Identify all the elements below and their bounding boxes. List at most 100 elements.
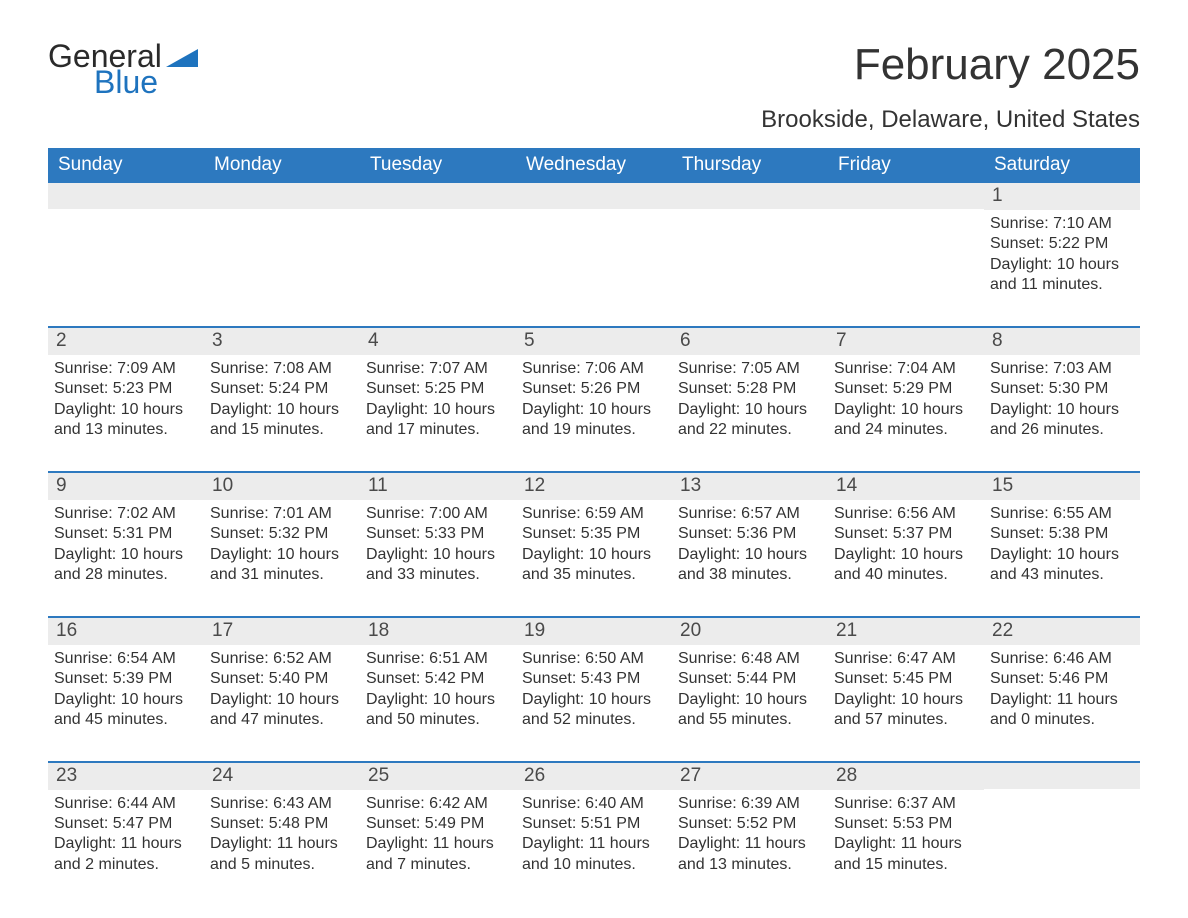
day-body: Sunrise: 6:55 AMSunset: 5:38 PMDaylight:… [990,504,1132,586]
weekday-header: Thursday [672,148,828,183]
day-number: 18 [360,618,516,645]
day-body: Sunrise: 7:02 AMSunset: 5:31 PMDaylight:… [54,504,196,586]
sunrise-text: Sunrise: 6:37 AM [834,794,976,814]
daylight-text: Daylight: 10 hours and 19 minutes. [522,400,664,441]
calendar-day: 25 Sunrise: 6:42 AMSunset: 5:49 PMDayligh… [360,763,516,882]
calendar-day: 16Sunrise: 6:54 AMSunset: 5:39 PMDayligh… [48,618,204,737]
calendar-day [360,183,516,302]
day-body: Sunrise: 6:46 AMSunset: 5:46 PMDaylight:… [990,649,1132,731]
calendar-day: 13 Sunrise: 6:57 AMSunset: 5:36 PMDayligh… [672,473,828,592]
sunrise-text: Sunrise: 6:44 AM [54,794,196,814]
calendar-week: 16Sunrise: 6:54 AMSunset: 5:39 PMDayligh… [48,616,1140,737]
day-number: 28 [828,763,984,790]
calendar-day: 14Sunrise: 6:56 AMSunset: 5:37 PMDayligh… [828,473,984,592]
day-body: Sunrise: 7:05 AMSunset: 5:28 PMDaylight:… [678,359,820,441]
weekday-header-row: SundayMondayTuesdayWednesdayThursdayFrid… [48,148,1140,183]
calendar-day [48,183,204,302]
sunrise-text: Sunrise: 6:47 AM [834,649,976,669]
day-number: 24 [204,763,360,790]
daylight-text: Daylight: 11 hours and 2 minutes. [54,834,196,875]
day-number: 10 [204,473,360,500]
daylight-text: Daylight: 10 hours and 43 minutes. [990,545,1132,586]
sunset-text: Sunset: 5:44 PM [678,669,820,689]
daylight-text: Daylight: 10 hours and 13 minutes. [54,400,196,441]
day-body: Sunrise: 6:57 AMSunset: 5:36 PMDaylight:… [678,504,820,586]
sunrise-text: Sunrise: 7:10 AM [990,214,1132,234]
day-number: 23 [48,763,204,790]
day-number [48,183,204,209]
daylight-text: Daylight: 10 hours and 26 minutes. [990,400,1132,441]
daylight-text: Daylight: 10 hours and 52 minutes. [522,690,664,731]
calendar-day: 12 Sunrise: 6:59 AMSunset: 5:35 PMDayligh… [516,473,672,592]
daylight-text: Daylight: 10 hours and 33 minutes. [366,545,508,586]
daylight-text: Daylight: 10 hours and 45 minutes. [54,690,196,731]
sunrise-text: Sunrise: 7:08 AM [210,359,352,379]
sunrise-text: Sunrise: 7:02 AM [54,504,196,524]
day-number: 12 [516,473,672,500]
sunrise-text: Sunrise: 6:57 AM [678,504,820,524]
day-body: Sunrise: 7:09 AMSunset: 5:23 PMDaylight:… [54,359,196,441]
sunset-text: Sunset: 5:22 PM [990,234,1132,254]
calendar-day: 23Sunrise: 6:44 AMSunset: 5:47 PMDayligh… [48,763,204,882]
weekday-header: Friday [828,148,984,183]
day-number: 4 [360,328,516,355]
calendar-day [672,183,828,302]
daylight-text: Daylight: 10 hours and 57 minutes. [834,690,976,731]
calendar-day: 17Sunrise: 6:52 AMSunset: 5:40 PMDayligh… [204,618,360,737]
day-number: 1 [984,183,1140,210]
calendar-day: 2Sunrise: 7:09 AMSunset: 5:23 PMDaylight… [48,328,204,447]
day-number: 7 [828,328,984,355]
day-body: Sunrise: 6:42 AMSunset: 5:49 PMDaylight:… [366,794,508,876]
sunset-text: Sunset: 5:26 PM [522,379,664,399]
day-body: Sunrise: 6:48 AMSunset: 5:44 PMDaylight:… [678,649,820,731]
calendar-day: 15 Sunrise: 6:55 AMSunset: 5:38 PMDayligh… [984,473,1140,592]
calendar-day: 21 Sunrise: 6:47 AMSunset: 5:45 PMDayligh… [828,618,984,737]
day-body: Sunrise: 6:39 AMSunset: 5:52 PMDaylight:… [678,794,820,876]
sunrise-text: Sunrise: 6:51 AM [366,649,508,669]
calendar-day: 22Sunrise: 6:46 AMSunset: 5:46 PMDayligh… [984,618,1140,737]
day-body: Sunrise: 7:04 AMSunset: 5:29 PMDaylight:… [834,359,976,441]
calendar-week: 2Sunrise: 7:09 AMSunset: 5:23 PMDaylight… [48,326,1140,447]
calendar-day: 27 Sunrise: 6:39 AMSunset: 5:52 PMDayligh… [672,763,828,882]
day-body: Sunrise: 7:01 AMSunset: 5:32 PMDaylight:… [210,504,352,586]
sunset-text: Sunset: 5:38 PM [990,524,1132,544]
day-number: 6 [672,328,828,355]
daylight-text: Daylight: 10 hours and 55 minutes. [678,690,820,731]
calendar-day: 24Sunrise: 6:43 AMSunset: 5:48 PMDayligh… [204,763,360,882]
sunset-text: Sunset: 5:33 PM [366,524,508,544]
day-number: 14 [828,473,984,500]
calendar-day: 19Sunrise: 6:50 AMSunset: 5:43 PMDayligh… [516,618,672,737]
day-body: Sunrise: 6:52 AMSunset: 5:40 PMDaylight:… [210,649,352,731]
weekday-header: Wednesday [516,148,672,183]
day-number: 13 [672,473,828,500]
day-body: Sunrise: 7:07 AMSunset: 5:25 PMDaylight:… [366,359,508,441]
calendar: SundayMondayTuesdayWednesdayThursdayFrid… [48,148,1140,881]
day-number: 25 [360,763,516,790]
sunrise-text: Sunrise: 6:50 AM [522,649,664,669]
calendar-day: 5Sunrise: 7:06 AMSunset: 5:26 PMDaylight… [516,328,672,447]
day-number: 21 [828,618,984,645]
day-number [516,183,672,209]
day-body: Sunrise: 7:10 AMSunset: 5:22 PMDaylight:… [990,214,1132,296]
calendar-day [984,763,1140,882]
sunset-text: Sunset: 5:30 PM [990,379,1132,399]
sunset-text: Sunset: 5:36 PM [678,524,820,544]
day-number: 9 [48,473,204,500]
daylight-text: Daylight: 10 hours and 24 minutes. [834,400,976,441]
day-number [360,183,516,209]
day-body: Sunrise: 6:37 AMSunset: 5:53 PMDaylight:… [834,794,976,876]
calendar-week: 23Sunrise: 6:44 AMSunset: 5:47 PMDayligh… [48,761,1140,882]
day-body: Sunrise: 6:47 AMSunset: 5:45 PMDaylight:… [834,649,976,731]
day-body: Sunrise: 7:06 AMSunset: 5:26 PMDaylight:… [522,359,664,441]
sunset-text: Sunset: 5:45 PM [834,669,976,689]
daylight-text: Daylight: 10 hours and 22 minutes. [678,400,820,441]
day-body: Sunrise: 6:59 AMSunset: 5:35 PMDaylight:… [522,504,664,586]
daylight-text: Daylight: 10 hours and 35 minutes. [522,545,664,586]
weekday-header: Tuesday [360,148,516,183]
sunrise-text: Sunrise: 7:01 AM [210,504,352,524]
day-number: 27 [672,763,828,790]
day-number [672,183,828,209]
day-number: 15 [984,473,1140,500]
sunrise-text: Sunrise: 7:07 AM [366,359,508,379]
daylight-text: Daylight: 11 hours and 7 minutes. [366,834,508,875]
